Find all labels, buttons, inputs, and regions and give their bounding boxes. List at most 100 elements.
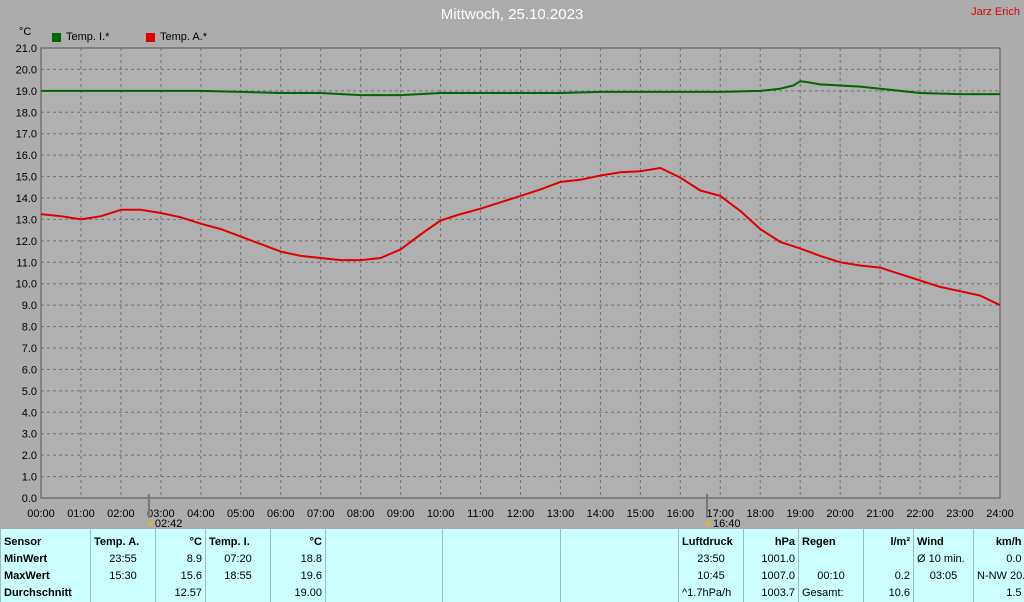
pressure-max-value: 1007.0 [743, 567, 799, 585]
rain-total: 10.6 [863, 584, 914, 602]
row-label-min: MinWert [0, 550, 91, 568]
temp-i-min-time: 07:20 [205, 550, 271, 568]
legend-label-temp-a: Temp. A.* [160, 31, 208, 43]
rain-unit: l/m² [863, 529, 914, 551]
author-label: Jarz Erich [971, 6, 1020, 18]
y-tick-label: 1.0 [22, 472, 37, 484]
sun-markers: ☀ 02:42 ☀ 16:40 [146, 494, 741, 529]
temp-i-unit: °C [270, 529, 326, 551]
sunrise-time: 02:42 [155, 518, 183, 529]
legend-item-temp-a: Temp. A.* [146, 31, 207, 43]
x-tick-label: 10:00 [427, 508, 455, 520]
x-tick-label: 03:00 [147, 508, 175, 520]
wind-avg: 1.5 [973, 584, 1024, 602]
temp-a-min-value: 8.9 [155, 550, 206, 568]
wind-avg-label: Ø 10 min. [913, 550, 974, 568]
pressure-avg: 1003.7 [743, 584, 799, 602]
legend-swatch-red [146, 32, 155, 42]
x-tick-label: 07:00 [307, 508, 335, 520]
wind-max-value: N-NW 20.7 [973, 567, 1024, 585]
sunset-time: 16:40 [713, 518, 741, 529]
y-unit-label: °C [19, 26, 32, 38]
y-axis-ticks: 0.0 1.0 2.0 3.0 4.0 5.0 6.0 7.0 8.0 9.0 10.0 11.0 12… [16, 43, 37, 505]
rain-value: 0.2 [863, 567, 914, 585]
y-tick-label: 18.0 [16, 107, 37, 119]
x-tick-label: 00:00 [27, 508, 55, 520]
y-tick-label: 10.0 [16, 279, 37, 291]
legend-swatch-green [52, 32, 61, 42]
wind-header: Wind [913, 529, 974, 551]
x-tick-label: 19:00 [786, 508, 814, 520]
x-tick-label: 06:00 [267, 508, 295, 520]
y-tick-label: 12.0 [16, 236, 37, 248]
temp-i-min-value: 18.8 [270, 550, 326, 568]
y-tick-label: 16.0 [16, 150, 37, 162]
temp-a-unit: °C [155, 529, 206, 551]
sunrise-icon: ☀ [146, 519, 155, 529]
legend-item-temp-i: Temp. I.* [52, 31, 109, 43]
y-tick-label: 21.0 [16, 43, 37, 55]
y-tick-label: 4.0 [22, 407, 37, 419]
wind-unit: km/h [973, 529, 1024, 551]
x-axis-ticks: 00:00 01:00 02:00 03:00 04:00 05:00 06:00 07:00… [27, 508, 1014, 520]
y-tick-label: 14.0 [16, 193, 37, 205]
x-tick-label: 01:00 [67, 508, 95, 520]
rain-total-label: Gesamt: [798, 584, 864, 602]
row-label-avg: Durchschnitt [0, 584, 91, 602]
x-tick-label: 04:00 [187, 508, 215, 520]
temp-i-header: Temp. I. [205, 529, 271, 551]
series-line-temp-a [40, 167, 1001, 307]
x-tick-label: 11:00 [467, 508, 494, 520]
x-tick-label: 12:00 [507, 508, 535, 520]
x-tick-label: 05:00 [227, 508, 255, 520]
y-tick-label: 17.0 [16, 129, 37, 141]
y-tick-label: 7.0 [22, 343, 37, 355]
legend-label-temp-i: Temp. I.* [66, 31, 110, 43]
pressure-header: Luftdruck [678, 529, 744, 551]
series-line-temp-i [41, 80, 1000, 97]
chart-title: Mittwoch, 25.10.2023 [440, 6, 584, 23]
grid [41, 48, 1000, 498]
y-tick-label: 9.0 [22, 300, 37, 312]
stats-min-row: MinWert 23:55 8.9 07:20 18.8 23:50 1001.… [0, 550, 1024, 568]
pressure-max-time: 10:45 [678, 567, 744, 585]
y-tick-label: 0.0 [22, 493, 37, 505]
temp-i-max-value: 19.6 [270, 567, 326, 585]
y-tick-label: 3.0 [22, 429, 37, 441]
x-tick-label: 08:00 [347, 508, 375, 520]
y-tick-label: 19.0 [16, 86, 37, 98]
wind-max-time: 03:05 [913, 567, 974, 585]
x-tick-label: 17:00 [707, 508, 735, 520]
y-tick-label: 6.0 [22, 364, 37, 376]
x-tick-label: 15:00 [627, 508, 655, 520]
rain-time: 00:10 [798, 567, 864, 585]
x-tick-label: 23:00 [946, 508, 974, 520]
sunset-icon: ☀ [704, 519, 713, 529]
y-tick-label: 11.0 [16, 257, 37, 269]
x-tick-label: 09:00 [387, 508, 415, 520]
y-tick-label: 8.0 [22, 322, 37, 334]
stats-header-row: Sensor Temp. A. °C Temp. I. °C Luftdruck… [0, 529, 1024, 551]
temp-a-max-time: 15:30 [90, 567, 156, 585]
pressure-min-time: 23:50 [678, 550, 744, 568]
temperature-chart: 0.0 1.0 2.0 3.0 4.0 5.0 6.0 7.0 8.0 9.0 10.0 11.0 12… [16, 43, 1014, 529]
row-label-max: MaxWert [0, 567, 91, 585]
x-tick-label: 20:00 [826, 508, 854, 520]
y-tick-label: 5.0 [22, 386, 37, 398]
x-tick-label: 02:00 [107, 508, 135, 520]
stats-max-row: MaxWert 15:30 15.6 18:55 19.6 10:45 1007… [0, 567, 1024, 585]
series-lines [40, 80, 1001, 307]
temp-a-header: Temp. A. [90, 529, 156, 551]
pressure-unit: hPa [743, 529, 799, 551]
pressure-min-value: 1001.0 [743, 550, 799, 568]
x-tick-label: 24:00 [986, 508, 1014, 520]
pressure-trend: ^1.7hPa/h [678, 584, 744, 602]
wind-avg-value: 0.0 [973, 550, 1024, 568]
temp-a-max-value: 15.6 [155, 567, 206, 585]
x-tick-label: 16:00 [667, 508, 695, 520]
temp-a-avg: 12.57 [155, 584, 206, 602]
x-tick-label: 18:00 [746, 508, 774, 520]
y-tick-label: 2.0 [22, 450, 37, 462]
x-tick-label: 14:00 [587, 508, 615, 520]
x-tick-label: 22:00 [906, 508, 934, 520]
